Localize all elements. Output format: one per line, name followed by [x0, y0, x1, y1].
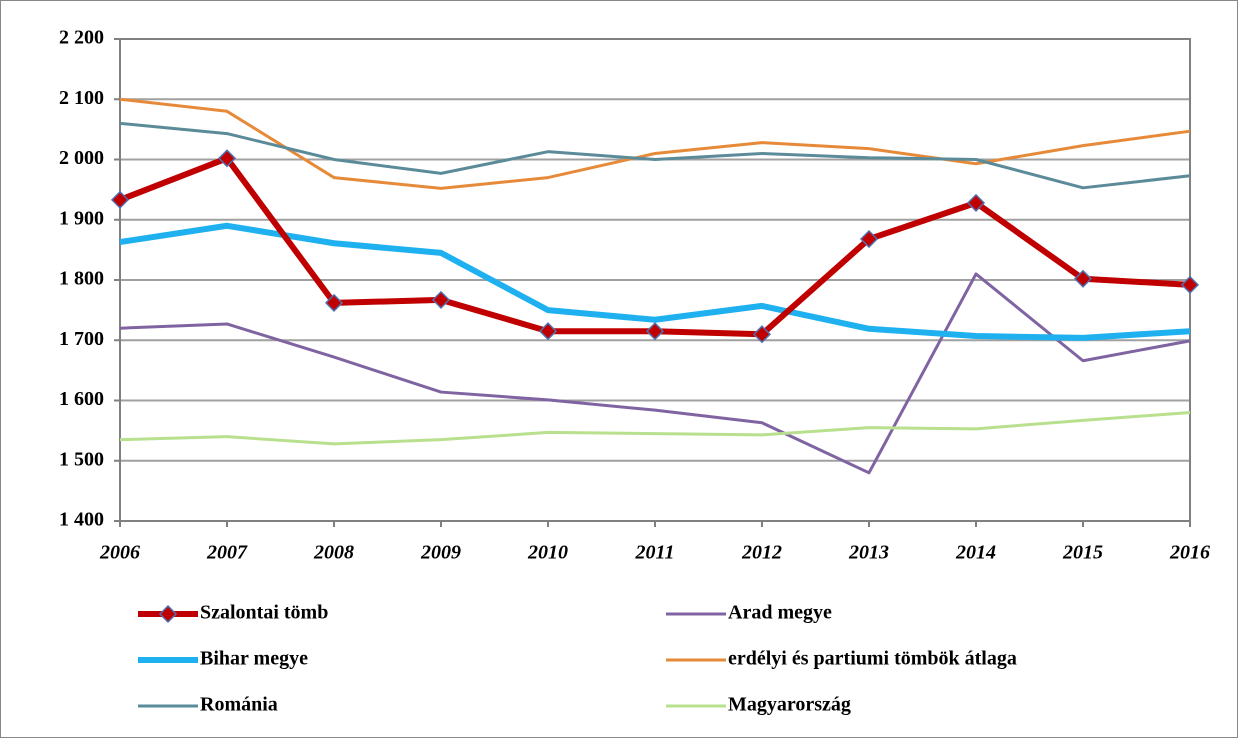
series-line: [119, 97, 1191, 190]
legend-item: Románia: [138, 694, 278, 716]
legend-item: Magyarország: [666, 694, 851, 716]
data-point: [431, 290, 451, 309]
legend-label: Arad megye: [728, 602, 832, 624]
legend-item: Szalontai tömb: [138, 602, 328, 624]
data-point: [752, 325, 772, 344]
legend-item: erdélyi és partiumi tömbök átlaga: [666, 648, 1017, 670]
legend-label: Magyarország: [728, 694, 851, 716]
data-point: [859, 229, 879, 249]
data-point: [110, 190, 130, 209]
x-tick-label: 2012: [741, 542, 782, 564]
x-tick-label: 2010: [527, 542, 568, 564]
series-line: [119, 222, 1191, 341]
data-point: [538, 322, 558, 341]
series-line: [119, 121, 1191, 190]
legend-label: Románia: [200, 694, 278, 716]
legend-label: Szalontai tömb: [200, 602, 328, 624]
y-tick-label: 1 500: [59, 448, 104, 470]
x-tick-label: 2013: [848, 542, 889, 564]
y-tick-label: 2 000: [59, 147, 104, 169]
legend-marker: [158, 604, 178, 624]
y-tick-label: 1 600: [59, 388, 104, 410]
legend-label: erdélyi és partiumi tömbök átlaga: [728, 648, 1017, 670]
x-tick-label: 2016: [1169, 542, 1210, 564]
x-tick-label: 2007: [206, 542, 248, 564]
data-point: [1073, 269, 1093, 288]
series-line: [119, 411, 1191, 446]
x-tick-label: 2015: [1062, 542, 1103, 564]
y-tick-label: 1 800: [59, 268, 104, 290]
y-tick-label: 2 200: [59, 27, 104, 49]
x-tick-label: 2011: [635, 542, 675, 564]
legend-label: Bihar megye: [200, 648, 308, 670]
y-tick-label: 1 700: [59, 328, 104, 350]
data-point: [966, 193, 986, 212]
x-tick-label: 2009: [420, 542, 461, 564]
y-tick-label: 2 100: [59, 87, 104, 109]
data-point: [217, 149, 237, 168]
x-tick-label: 2014: [955, 542, 996, 564]
data-point: [1180, 275, 1200, 294]
x-tick-label: 2008: [313, 542, 354, 564]
legend-item: Arad megye: [666, 602, 832, 624]
y-tick-label: 1 400: [59, 509, 104, 531]
data-point: [645, 322, 665, 341]
legend-item: Bihar megye: [138, 648, 308, 670]
y-tick-label: 1 900: [59, 207, 104, 229]
x-tick-label: 2006: [99, 542, 140, 564]
series-line: [119, 272, 1191, 475]
data-point: [324, 293, 344, 312]
